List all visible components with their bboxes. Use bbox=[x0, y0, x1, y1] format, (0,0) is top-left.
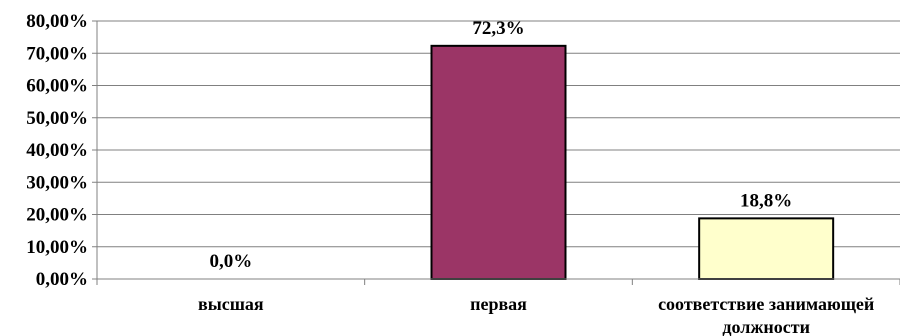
y-tick-label: 50,00% bbox=[26, 108, 88, 129]
y-tick-label: 10,00% bbox=[26, 237, 88, 258]
bar-2 bbox=[430, 44, 567, 280]
category-label-line: соответствие занимающей bbox=[658, 294, 874, 314]
category-label: первая bbox=[470, 294, 527, 314]
category-label: соответствие занимающей должности bbox=[658, 294, 874, 336]
category-label-line: первая bbox=[470, 294, 527, 314]
data-label: 72,3% bbox=[472, 18, 524, 39]
bars bbox=[430, 44, 835, 280]
category-label-line: высшая bbox=[198, 294, 264, 314]
data-label: 18,8% bbox=[740, 190, 792, 211]
y-tick-label: 70,00% bbox=[26, 43, 88, 64]
y-tick-label: 20,00% bbox=[26, 205, 88, 226]
y-tick-label: 80,00% bbox=[26, 11, 88, 32]
y-tick-label: 30,00% bbox=[26, 172, 88, 193]
x-axis-categories: высшая первая соответствие занимающей должн… bbox=[96, 279, 900, 336]
y-tick-label: 0,00% bbox=[36, 269, 88, 290]
data-label: 0,0% bbox=[209, 251, 252, 272]
category-label: высшая bbox=[198, 294, 264, 314]
data-labels: 0,0% 72,3% 18,8% bbox=[209, 18, 792, 272]
bar-3 bbox=[698, 217, 835, 280]
y-tick-label: 40,00% bbox=[26, 140, 88, 161]
y-tick-label: 60,00% bbox=[26, 76, 88, 97]
y-axis-ticks: 0,00% 10,00% 20,00% 30,00% 40,00% 50,00% 60,00… bbox=[26, 11, 97, 290]
category-label-line: должности bbox=[722, 317, 810, 336]
